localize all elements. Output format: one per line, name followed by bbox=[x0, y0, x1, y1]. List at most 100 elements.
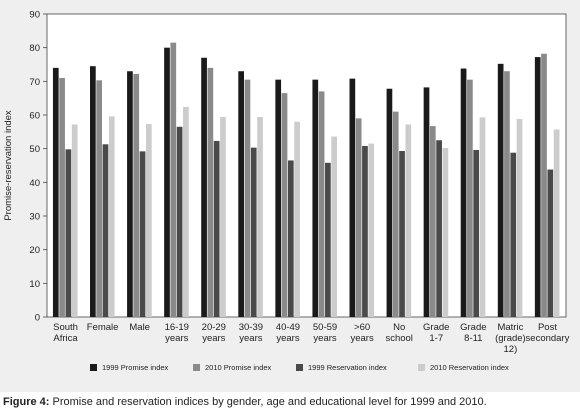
chart-panel: 0 10 20 30 40 50 60 70 80 90 Promise-reservation i… bbox=[0, 0, 580, 392]
bar bbox=[145, 124, 152, 317]
bar bbox=[275, 79, 282, 318]
bar bbox=[442, 147, 449, 317]
bar bbox=[170, 42, 177, 317]
bar bbox=[405, 124, 412, 317]
bar bbox=[399, 151, 405, 317]
bar bbox=[244, 79, 251, 318]
bar bbox=[436, 140, 442, 317]
legend-swatch bbox=[418, 364, 425, 371]
bar bbox=[287, 160, 294, 317]
bar bbox=[257, 117, 263, 318]
legend-label: 2010 Promise index bbox=[205, 363, 272, 372]
plot-area bbox=[46, 13, 567, 318]
x-category-label: Female bbox=[87, 322, 119, 333]
bar bbox=[127, 71, 133, 317]
bar bbox=[96, 80, 103, 317]
x-category-label: South bbox=[53, 322, 78, 333]
x-category-label: secondary bbox=[526, 333, 570, 344]
legend-swatch bbox=[296, 364, 303, 371]
y-axis-title: Promise-reservation index bbox=[3, 110, 14, 221]
bar bbox=[541, 53, 547, 318]
bar bbox=[213, 140, 220, 317]
x-category-label: Male bbox=[129, 322, 150, 333]
x-category-label: years bbox=[202, 333, 225, 344]
legend-swatch bbox=[193, 364, 200, 371]
bar bbox=[467, 79, 473, 318]
y-tick-label: 80 bbox=[29, 43, 40, 54]
bar bbox=[201, 57, 207, 318]
bar bbox=[312, 79, 319, 318]
y-tick-label: 0 bbox=[35, 313, 40, 324]
bar bbox=[547, 169, 554, 317]
bar bbox=[250, 147, 257, 317]
bar bbox=[176, 126, 183, 318]
bar bbox=[238, 71, 244, 317]
x-category-label: 16-19 bbox=[165, 322, 189, 333]
x-category-label: (grade) bbox=[495, 333, 526, 344]
x-category-label: 50-59 bbox=[313, 322, 337, 333]
x-category-label: years bbox=[276, 333, 299, 344]
bar bbox=[183, 106, 189, 317]
bar bbox=[386, 88, 393, 318]
bar bbox=[90, 66, 96, 317]
bar bbox=[294, 121, 300, 317]
bar bbox=[133, 73, 140, 317]
x-category-label: Post bbox=[538, 322, 557, 333]
bar bbox=[325, 162, 331, 317]
bar bbox=[355, 118, 362, 317]
bar bbox=[71, 124, 78, 317]
x-category-label: Africa bbox=[53, 333, 78, 344]
bar bbox=[534, 57, 541, 318]
figure-caption: Figure 4: Promise and reservation indice… bbox=[3, 396, 487, 408]
x-category-label: 8-11 bbox=[464, 333, 482, 344]
x-category-label: 30-39 bbox=[239, 322, 263, 333]
bar bbox=[504, 71, 510, 317]
legend-label: 1999 Reservation index bbox=[308, 363, 387, 372]
x-category-label: Matric bbox=[497, 322, 523, 333]
bar bbox=[473, 150, 480, 317]
bar bbox=[497, 63, 504, 318]
bar bbox=[139, 151, 146, 317]
x-category-label: >60 bbox=[354, 322, 370, 333]
bar bbox=[460, 68, 467, 317]
legend-label: 2010 Reservation index bbox=[430, 363, 509, 372]
y-tick-label: 60 bbox=[29, 111, 40, 122]
y-tick-label: 30 bbox=[29, 212, 40, 223]
bar bbox=[52, 67, 59, 317]
y-tick-label: 50 bbox=[29, 144, 40, 155]
x-category-label: years bbox=[165, 333, 188, 344]
bar bbox=[553, 129, 560, 317]
bar bbox=[108, 116, 115, 317]
x-category-label: school bbox=[385, 333, 412, 344]
bar bbox=[423, 87, 430, 317]
bar bbox=[220, 117, 226, 318]
y-tick-label: 10 bbox=[29, 279, 40, 290]
y-tick-label: 40 bbox=[29, 178, 40, 189]
x-category-label: 12) bbox=[504, 344, 518, 355]
bar bbox=[102, 144, 109, 317]
bar bbox=[164, 47, 170, 318]
bar bbox=[59, 77, 65, 317]
bar bbox=[479, 117, 486, 318]
bar bbox=[392, 111, 399, 317]
x-category-label: Grade bbox=[423, 322, 449, 333]
bar bbox=[510, 152, 517, 317]
y-tick-label: 70 bbox=[29, 77, 40, 88]
bar-chart: 0 10 20 30 40 50 60 70 80 90 Promise-reservation i… bbox=[3, 10, 570, 373]
bar bbox=[331, 136, 338, 317]
bar bbox=[349, 78, 356, 317]
bar bbox=[281, 93, 288, 317]
x-category-label: 20-29 bbox=[202, 322, 226, 333]
bar bbox=[207, 67, 214, 317]
x-category-label: 40-49 bbox=[276, 322, 300, 333]
bar bbox=[65, 149, 72, 317]
bar bbox=[362, 145, 368, 317]
x-category-label: years bbox=[313, 333, 336, 344]
bar bbox=[368, 143, 375, 317]
y-tick-label: 90 bbox=[29, 10, 40, 21]
x-category-label: years bbox=[350, 333, 373, 344]
bar bbox=[318, 91, 325, 317]
y-tick-label: 20 bbox=[29, 245, 40, 256]
caption-label: Figure 4: bbox=[3, 396, 50, 408]
